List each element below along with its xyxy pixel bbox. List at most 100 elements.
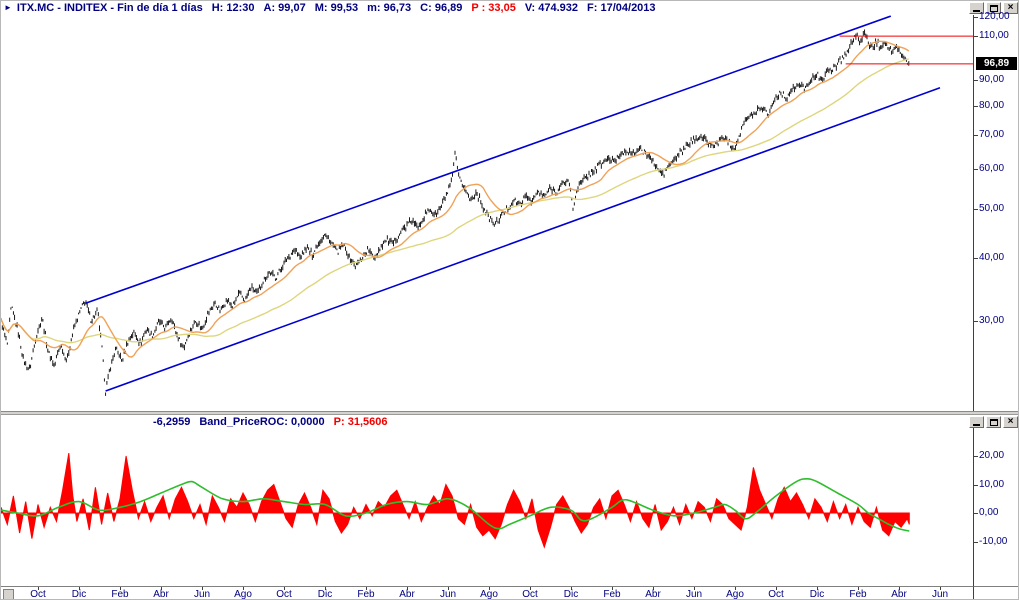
price-axis-tick — [974, 80, 978, 81]
minimize-icon — [973, 424, 980, 426]
month-label: Jun — [439, 589, 457, 600]
month-tick — [899, 587, 900, 590]
month-label: Jun — [931, 589, 949, 600]
price-tick-label: 80,00 — [979, 100, 1005, 111]
volume-value: V: 474.932 — [524, 2, 579, 14]
month-tick — [366, 587, 367, 590]
price-axis-tick — [974, 106, 978, 107]
month-tick — [776, 587, 777, 590]
indicator-axis-tick — [974, 456, 978, 457]
month-label: Oct — [522, 589, 538, 600]
close-value: C: 96,89 — [420, 2, 463, 14]
price-tick-label: 90,00 — [979, 74, 1005, 85]
month-tick — [284, 587, 285, 590]
high-value: M: 99,53 — [314, 2, 359, 14]
indicator-axis-tick — [974, 513, 978, 514]
indicator-p-value: P: 31,5606 — [333, 415, 388, 428]
price-axis-tick — [974, 258, 978, 259]
maximize-icon — [989, 4, 998, 12]
month-label: Feb — [849, 589, 867, 600]
month-tick — [612, 587, 613, 590]
month-label: Ago — [726, 589, 744, 600]
panel-divider[interactable] — [1, 411, 1018, 414]
price-chart-svg[interactable] — [1, 15, 973, 411]
month-label: Dic — [809, 589, 825, 600]
month-tick — [489, 587, 490, 590]
main-window-buttons: × — [969, 2, 1018, 14]
price-axis-tick — [974, 36, 978, 37]
panel-arrow-icon: ► — [4, 3, 12, 12]
indicator-chart-svg[interactable] — [1, 428, 973, 586]
price-axis-tick — [974, 135, 978, 136]
month-label: Dic — [317, 589, 333, 600]
low-value: m: 96,73 — [367, 2, 412, 14]
axis-corner-icon[interactable] — [3, 589, 14, 599]
month-tick — [243, 587, 244, 590]
maximize-icon — [989, 418, 998, 426]
month-tick — [325, 587, 326, 590]
month-label: Jun — [685, 589, 703, 600]
month-tick — [120, 587, 121, 590]
indicator-plot[interactable] — [1, 428, 973, 586]
last-price-tag: 96,89 — [976, 57, 1017, 70]
month-label: Jun — [193, 589, 211, 600]
month-tick — [202, 587, 203, 590]
indicator-tick-label: 10,00 — [979, 479, 1005, 490]
indicator-name-value: Band_PriceROC: 0,0000 — [199, 415, 325, 428]
indicator-maximize-button[interactable] — [986, 416, 1001, 428]
indicator-axis[interactable]: 20,00 10,00 0,00 -10,00 — [973, 428, 1018, 586]
price-tick-label: 120,00 — [979, 11, 1010, 22]
price-axis-tick — [974, 209, 978, 210]
month-label: Oct — [276, 589, 292, 600]
month-tick — [735, 587, 736, 590]
main-title-bar[interactable]: ► ITX.MC - INDITEX - Fin de día 1 días H… — [1, 1, 1018, 15]
month-tick — [38, 587, 39, 590]
bottom-right-corner — [973, 586, 1018, 599]
session-time: H: 12:30 — [211, 2, 255, 14]
indicator-window-buttons: × — [969, 416, 1018, 428]
price-tick-label: 40,00 — [979, 252, 1005, 263]
price-tick-label: 110,00 — [979, 30, 1009, 41]
close-icon: × — [1007, 2, 1014, 13]
month-label: Abr — [891, 589, 907, 600]
month-label: Dic — [71, 589, 87, 600]
main-close-button[interactable]: × — [1003, 2, 1018, 14]
month-tick — [571, 587, 572, 590]
month-label: Abr — [399, 589, 415, 600]
month-tick — [940, 587, 941, 590]
main-maximize-button[interactable] — [986, 2, 1001, 14]
symbol-title: ITX.MC - INDITEX - Fin de día 1 días — [16, 2, 203, 14]
month-label: Ago — [234, 589, 252, 600]
month-tick — [653, 587, 654, 590]
price-tick-label: 60,00 — [979, 163, 1005, 174]
price-tick-label: 50,00 — [979, 203, 1005, 214]
month-tick — [858, 587, 859, 590]
date-value: F: 17/04/2013 — [587, 2, 656, 14]
price-axis-tick — [974, 169, 978, 170]
indicator-close-button[interactable]: × — [1003, 416, 1018, 428]
price-axis-tick — [974, 321, 978, 322]
price-axis-tick — [974, 17, 978, 18]
main-price-plot[interactable] — [1, 15, 973, 411]
month-label: Oct — [30, 589, 46, 600]
month-label: Abr — [153, 589, 169, 600]
indicator-tick-label: 0,00 — [979, 507, 999, 518]
indicator-current-value: -6,2959 — [153, 415, 191, 428]
time-axis[interactable]: Oct Dic Feb Abr Jun Ago Oct Dic Feb Abr Jun Ago Oct D… — [1, 586, 1018, 600]
month-label: Feb — [357, 589, 375, 600]
month-label: Dic — [563, 589, 579, 600]
indicator-title-bar[interactable]: -6,2959 Band_PriceROC: 0,0000 P: 31,5606… — [1, 414, 1018, 428]
price-tick-label: 30,00 — [979, 315, 1005, 326]
month-label: Feb — [111, 589, 129, 600]
month-tick — [448, 587, 449, 590]
indicator-minimize-button[interactable] — [969, 416, 984, 428]
month-tick — [161, 587, 162, 590]
month-label: Abr — [645, 589, 661, 600]
month-tick — [530, 587, 531, 590]
main-minimize-button[interactable] — [969, 2, 984, 14]
month-label: Oct — [768, 589, 784, 600]
month-label: Ago — [480, 589, 498, 600]
open-value: A: 99,07 — [263, 2, 306, 14]
price-axis[interactable]: 96,89 120,00 110,00 90,00 80,00 70,00 60,00 50… — [973, 11, 1018, 411]
